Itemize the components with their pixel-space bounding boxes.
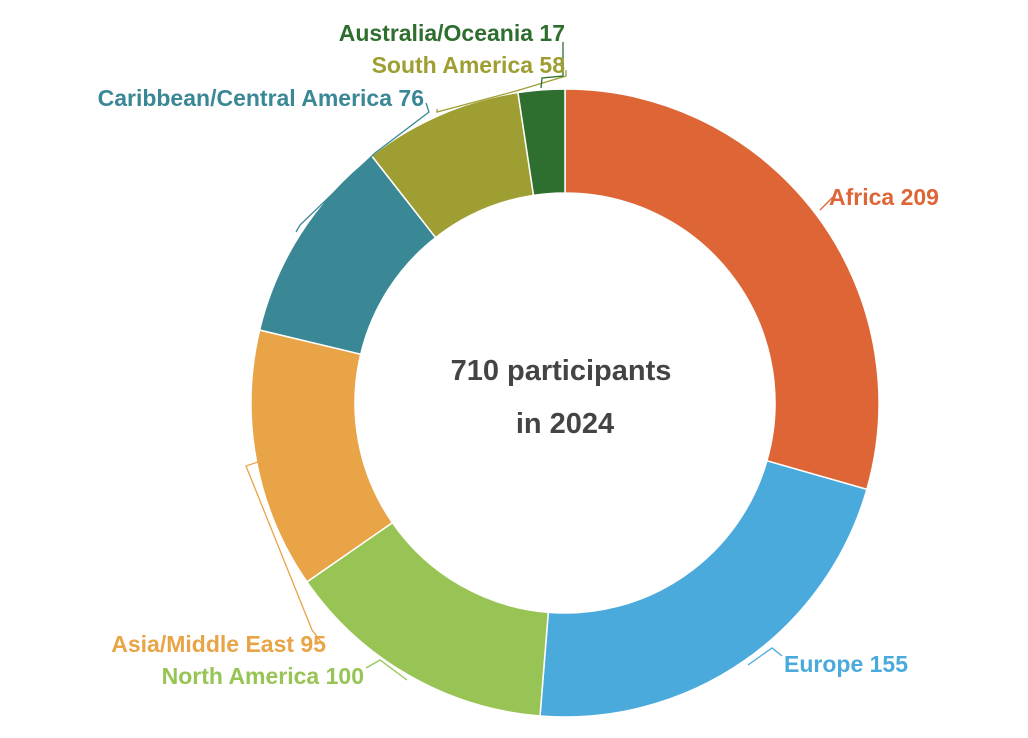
slice-africa [564,88,880,491]
label-asia-middle-east: Asia/Middle East 95 [111,631,326,657]
leader-australia-oceania [540,42,564,89]
label-north-america: North America 100 [162,663,364,689]
center-text-line-1: 710 participants [451,355,672,387]
leader-africa [819,195,835,211]
leader-caribbean-central-america [295,102,430,233]
label-europe: Europe 155 [784,651,908,677]
leader-asia-middle-east [245,461,323,644]
leader-lines [245,42,835,681]
slice-europe [539,459,868,718]
label-africa: Africa 209 [829,184,939,210]
leader-europe [747,647,783,666]
center-text-line-2: in 2024 [516,408,614,440]
leader-north-america [365,659,408,681]
leader-south-america [436,70,567,113]
label-south-america: South America 58 [372,52,566,78]
label-caribbean-central-america: Caribbean/Central America 76 [98,85,424,111]
slice-labels: Africa 209 Europe 155 North America 100 Asi… [98,20,939,689]
label-australia-oceania: Australia/Oceania 17 [339,20,565,46]
donut-slices [250,88,880,718]
slice-australia-oceania [517,88,566,197]
